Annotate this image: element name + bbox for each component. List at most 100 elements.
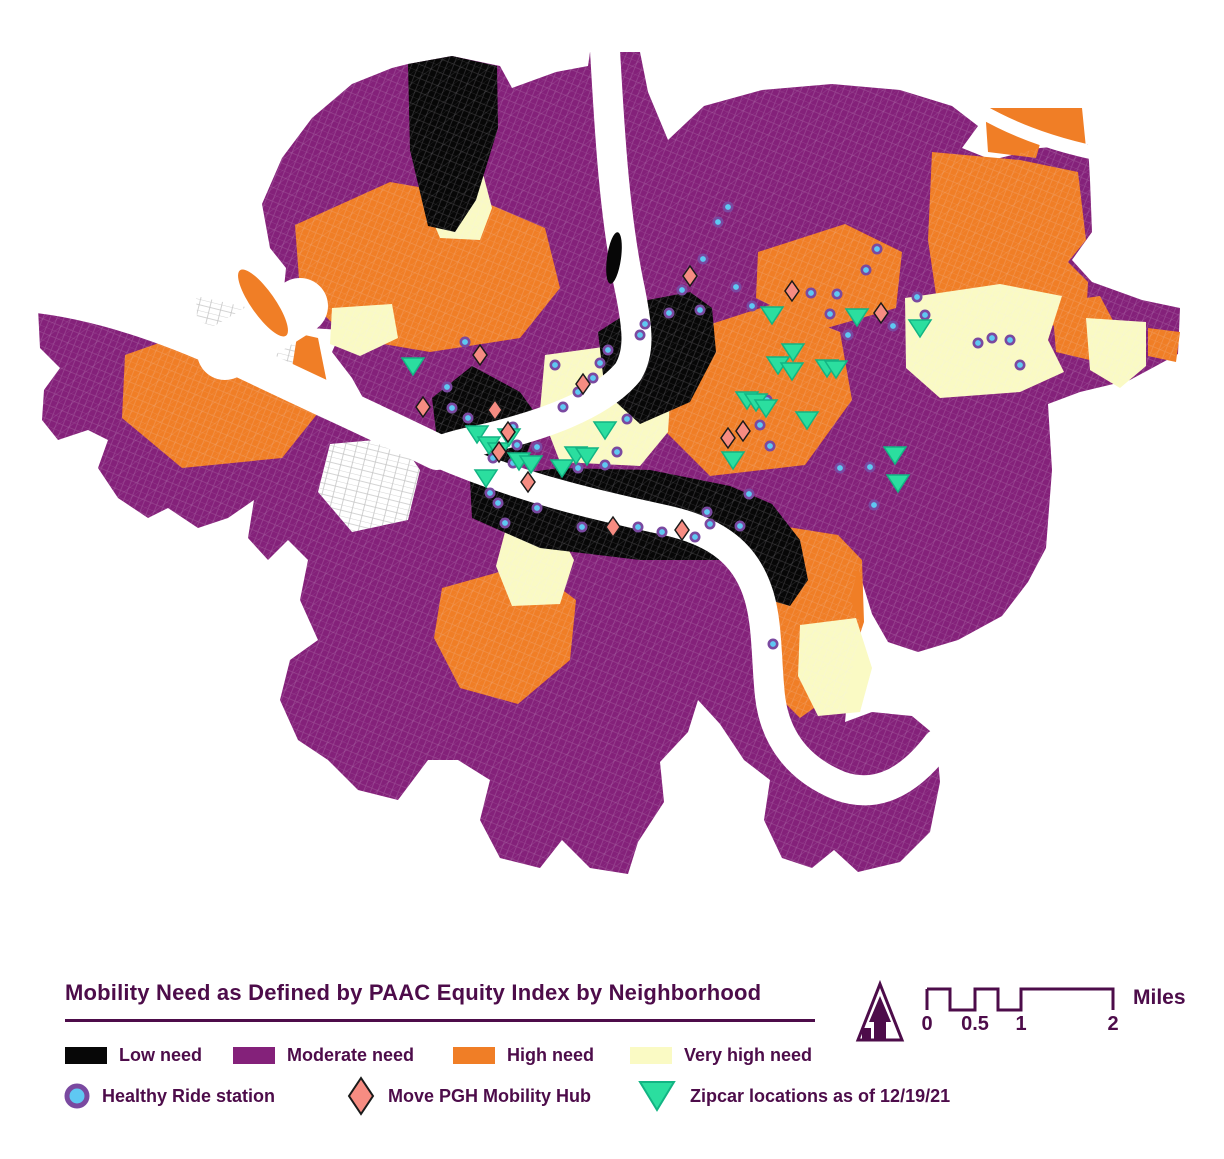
zipcar-location-marker <box>759 306 785 326</box>
legend-label: Zipcar locations as of 12/19/21 <box>690 1085 951 1106</box>
scale-tick-2: 2 <box>1107 1013 1119 1035</box>
scale-bar <box>925 987 1115 1012</box>
move-pgh-hub-marker <box>500 420 516 444</box>
legend-label: Moderate need <box>287 1044 415 1065</box>
healthy-ride-station-marker <box>492 497 504 509</box>
moderate-need-swatch <box>233 1046 275 1064</box>
move-pgh-hub-marker <box>605 515 621 539</box>
healthy-ride-station-marker <box>676 284 688 296</box>
healthy-ride-station-marker <box>864 461 876 473</box>
healthy-ride-station-marker <box>764 440 776 452</box>
healthy-ride-station-marker <box>462 412 474 424</box>
healthy-ride-station-marker <box>767 638 779 650</box>
scale-tick-0: 0 <box>921 1013 933 1035</box>
healthy-ride-station-marker <box>484 487 496 499</box>
move-pgh-hub-marker <box>720 426 736 450</box>
ohio-river-island-channel <box>197 278 328 380</box>
legend-item-moderate-need: Moderate need <box>233 1042 414 1068</box>
zipcar-location-marker <box>720 451 746 471</box>
outside-city-roads <box>196 296 420 532</box>
healthy-ride-station-marker <box>663 307 675 319</box>
healthy-ride-station-marker <box>919 309 931 321</box>
scale-tick-1: 1 <box>1015 1013 1027 1035</box>
healthy-ride-station-marker <box>459 336 471 348</box>
zipcar-location-marker <box>844 308 870 328</box>
healthy-ride-station-marker <box>972 337 984 349</box>
move-pgh-hub-marker <box>520 470 536 494</box>
healthy-ride-station-marker <box>689 531 701 543</box>
healthy-ride-station-marker <box>834 462 846 474</box>
low-need-swatch <box>65 1046 107 1064</box>
legend-item-high-need: High need <box>453 1042 594 1068</box>
zipcar-location-marker <box>779 362 805 382</box>
healthy-ride-station-marker <box>549 359 561 371</box>
move-pgh-hub-marker <box>575 372 591 396</box>
move-pgh-hub-icon <box>347 1076 375 1116</box>
mobility-map <box>38 52 1180 874</box>
scale-tick-05: 0.5 <box>961 1013 989 1035</box>
healthy-ride-station-marker <box>722 201 734 213</box>
legend-item-zipcar: Zipcar locations as of 12/19/21 <box>636 1076 950 1116</box>
healthy-ride-station-marker <box>754 419 766 431</box>
zipcar-location-icon <box>638 1081 676 1112</box>
zipcar-location-marker <box>592 421 618 441</box>
zipcar-location-marker <box>518 455 544 475</box>
brunot-island <box>238 269 288 337</box>
healthy-ride-station-marker <box>734 520 746 532</box>
healthy-ride-station-marker <box>531 441 543 453</box>
legend-label: Low need <box>119 1044 203 1065</box>
healthy-ride-station-marker <box>531 502 543 514</box>
healthy-ride-station-marker <box>587 372 599 384</box>
herrs-island <box>606 232 622 284</box>
zipcar-location-marker <box>473 469 499 489</box>
move-pgh-hub-marker <box>873 301 889 325</box>
healthy-ride-station-marker <box>576 521 588 533</box>
zipcar-location-marker <box>823 360 849 380</box>
healthy-ride-station-marker <box>1004 334 1016 346</box>
legend-label: Move PGH Mobility Hub <box>388 1085 592 1106</box>
zipcar-location-marker <box>794 411 820 431</box>
healthy-ride-station-marker <box>602 344 614 356</box>
healthy-ride-station-marker <box>986 332 998 344</box>
zipcar-location-marker <box>400 357 426 377</box>
move-pgh-hub-marker <box>491 440 507 464</box>
healthy-ride-station-marker <box>634 329 646 341</box>
healthy-ride-station-marker <box>842 329 854 341</box>
title-underline <box>65 1019 815 1022</box>
healthy-ride-station-marker <box>701 506 713 518</box>
healthy-ride-station-marker <box>611 446 623 458</box>
map-canvas <box>38 52 1180 874</box>
high-need-swatch <box>453 1046 495 1064</box>
healthy-ride-station-marker <box>632 521 644 533</box>
healthy-ride-station-marker <box>697 253 709 265</box>
zipcar-location-marker <box>574 447 600 467</box>
healthy-ride-station-marker <box>441 381 453 393</box>
healthy-ride-station-marker <box>805 287 817 299</box>
move-pgh-hub-marker <box>487 398 503 422</box>
healthy-ride-station-marker <box>911 291 923 303</box>
legend-symbols: Healthy Ride station Move PGH Mobility H… <box>0 1076 1224 1116</box>
healthy-ride-station-marker <box>746 300 758 312</box>
healthy-ride-station-marker <box>557 401 569 413</box>
healthy-ride-station-marker <box>730 281 742 293</box>
healthy-ride-station-marker <box>868 499 880 511</box>
move-pgh-hub-marker <box>415 395 431 419</box>
markers-layer <box>400 201 1026 650</box>
legend-item-low-need: Low need <box>65 1042 202 1068</box>
healthy-ride-station-marker <box>871 243 883 255</box>
zipcar-location-marker <box>549 459 575 479</box>
healthy-ride-station-marker <box>639 318 651 330</box>
legend-item-healthy-ride: Healthy Ride station <box>64 1076 275 1116</box>
healthy-ride-station-marker <box>594 357 606 369</box>
north-arrow <box>855 979 905 1042</box>
move-pgh-hub-marker <box>674 518 690 542</box>
legend-label: Healthy Ride station <box>102 1085 276 1106</box>
healthy-ride-station-marker <box>743 488 755 500</box>
healthy-ride-station-icon <box>64 1083 90 1109</box>
healthy-ride-station-marker <box>887 320 899 332</box>
legend-label: High need <box>507 1044 595 1065</box>
move-pgh-hub-marker <box>682 264 698 288</box>
legend-label: Very high need <box>684 1044 813 1065</box>
move-pgh-hub-marker <box>784 279 800 303</box>
